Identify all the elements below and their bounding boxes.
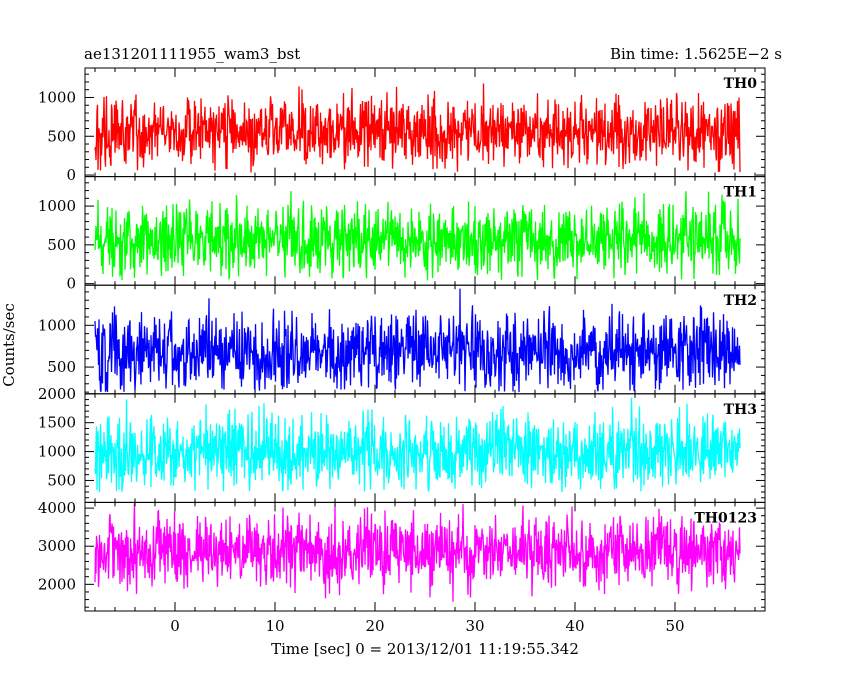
y-tick-label: 2000 [38,385,76,403]
panel-border [84,501,766,612]
x-tick-label: 30 [465,617,484,635]
series-th1 [94,191,741,281]
series-th0 [94,83,741,173]
panel-th2: 500 1000 TH2 [38,284,766,395]
x-axis-label: Time [sec] 0 = 2013/12/01 11:19:55.342 [271,640,579,658]
y-tick-labels-th2: 500 1000 [38,316,76,376]
y-tick-labels-th0123: 2000 3000 4000 [38,499,76,593]
y-tick-labels-th1: 0 500 1000 [38,197,76,293]
panel-label-th0: TH0 [724,76,758,92]
x-tick-label: 10 [265,617,284,635]
y-tick-label: 1000 [38,443,76,461]
y-tick-label: 500 [47,127,76,145]
series-line-th1 [94,191,741,281]
y-tick-label: 1000 [38,316,76,334]
panel-th3: 500 1000 1500 2000 TH3 [38,385,766,503]
panel-label-th3: TH3 [724,402,757,418]
series-line-th2 [94,288,741,393]
panel-th0123: 2000 3000 4000 TH0123 [38,499,766,612]
x-tick-label: 50 [665,617,684,635]
series-th0123 [94,503,741,602]
panel-th0: 0 500 1000 TH0 [38,67,766,184]
y-tick-label: 1000 [38,197,76,215]
y-tick-labels-th0: 0 500 1000 [38,88,76,184]
y-axis-label: Counts/sec [0,303,18,387]
panel-frame-th0123 [84,501,766,612]
series-line-th0123 [94,503,741,602]
panel-label-th0123: TH0123 [694,510,757,526]
x-tick-label: 40 [565,617,584,635]
panel-label-th2: TH2 [724,293,757,309]
series-line-th0 [94,83,741,173]
x-tick-label: 0 [170,617,180,635]
y-tick-label: 500 [47,471,76,489]
y-tick-label: 1500 [38,414,76,432]
y-tick-label: 1000 [38,88,76,106]
panel-label-th1: TH1 [724,185,757,201]
panel-frame-th1 [84,176,766,286]
y-tick-label: 500 [47,358,76,376]
y-tick-label: 0 [66,275,76,293]
y-tick-label: 0 [66,166,76,184]
chart-title: ae131201111955_wam3_bst [84,45,300,63]
y-tick-labels-th3: 500 1000 1500 2000 [38,385,76,490]
series-line-th3 [94,397,741,492]
y-tick-label: 3000 [38,537,76,555]
panel-th1: 0 500 1000 TH1 [38,176,766,293]
y-tick-label: 4000 [38,499,76,517]
series-th3 [94,397,741,492]
y-tick-label: 500 [47,236,76,254]
x-tick-labels: 0 10 20 30 40 50 [170,617,684,635]
y-tick-label: 2000 [38,575,76,593]
bin-time-label: Bin time: 1.5625E−2 s [610,45,782,63]
series-th2 [94,288,741,393]
x-tick-label: 20 [365,617,384,635]
